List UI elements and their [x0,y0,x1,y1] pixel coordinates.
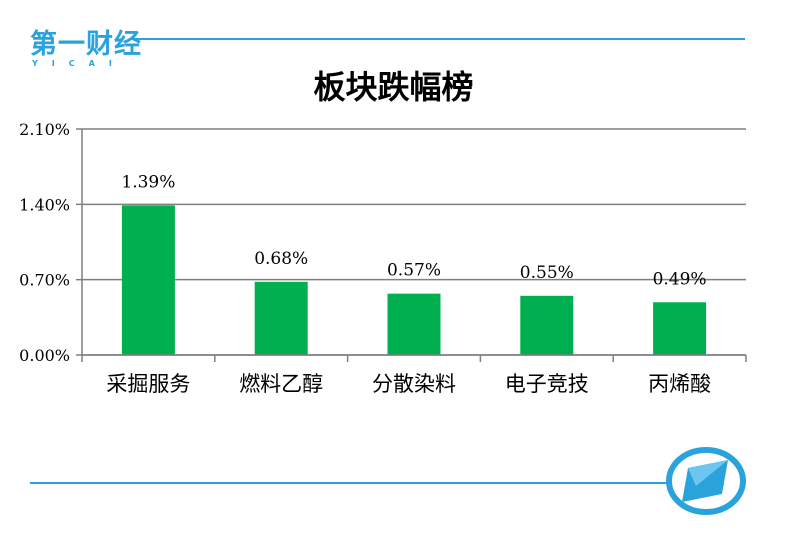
y-tick-label: 0.70% [19,271,70,290]
x-tick-label: 燃料乙醇 [239,372,323,396]
data-label: 0.49% [653,269,707,289]
y-tick-label: 0.00% [19,346,70,365]
brand-emblem-icon [666,447,746,515]
x-tick-label: 电子竞技 [505,372,589,396]
bar [520,295,574,355]
chart-title: 板块跌幅榜 [313,68,474,106]
footer-divider [30,482,670,484]
x-tick-label: 采掘服务 [106,372,190,396]
bar [653,302,707,355]
bar [387,293,441,355]
brand-logo-text: 第一财经 [30,29,142,60]
x-tick-label: 丙烯酸 [648,372,711,396]
bar [254,281,308,355]
bar [121,205,175,355]
y-tick-label: 2.10% [19,120,70,139]
data-label: 1.39% [121,172,175,192]
x-tick-label: 分散染料 [372,372,456,396]
data-label: 0.55% [520,263,574,283]
brand-logo-subtext: YICAI [32,59,126,68]
header-divider [130,38,745,40]
brand-logo: 第一财经 YICAI [30,30,145,72]
data-label: 0.57% [387,261,441,281]
y-tick-label: 1.40% [19,195,70,214]
data-label: 0.68% [254,249,308,269]
